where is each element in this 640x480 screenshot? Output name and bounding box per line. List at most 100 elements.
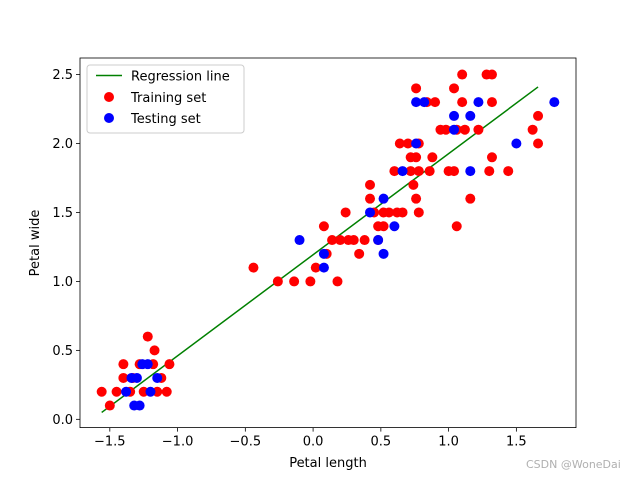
training-point — [118, 372, 129, 383]
legend-training-swatch — [104, 92, 114, 102]
training-point — [486, 69, 497, 80]
training-point — [305, 276, 316, 287]
training-point — [248, 262, 259, 273]
y-tick-label: 2.5 — [52, 68, 73, 83]
training-point — [394, 138, 405, 149]
training-point — [465, 193, 476, 204]
testing-point — [397, 166, 408, 177]
testing-point — [365, 207, 376, 218]
ticks-layer: −1.5 −1.0 −0.5 0.0 0.5 1.0 1.5 0.0 0.5 1.0 1.5 2.0 2… — [52, 68, 526, 450]
training-point — [440, 124, 451, 135]
marks-layer — [96, 69, 560, 414]
testing-point — [142, 359, 153, 370]
y-tick-label: 1.0 — [52, 275, 73, 290]
training-point — [318, 221, 329, 232]
testing-point — [152, 372, 163, 383]
testing-point — [549, 97, 560, 108]
training-point — [473, 124, 484, 135]
legend-frame — [86, 64, 245, 134]
training-point — [449, 166, 460, 177]
legend-label-testing: Testing set — [130, 112, 201, 127]
x-tick-label: 0.5 — [371, 435, 392, 450]
training-point — [411, 193, 422, 204]
testing-point — [419, 97, 430, 108]
x-tick-label: −1.5 — [94, 435, 126, 450]
y-tick-label: 0.5 — [52, 344, 73, 359]
testing-point — [449, 110, 460, 121]
testing-point — [465, 166, 476, 177]
training-point — [486, 97, 497, 108]
testing-point — [411, 138, 422, 149]
y-axis-label: Petal wide — [28, 210, 43, 277]
y-tick-label: 0.0 — [52, 413, 73, 428]
testing-point — [473, 97, 484, 108]
training-point — [389, 166, 400, 177]
training-point — [411, 152, 422, 163]
regression-line — [101, 86, 539, 414]
testing-point — [378, 248, 389, 259]
testing-point — [134, 400, 145, 411]
training-point — [457, 97, 468, 108]
training-point — [392, 207, 403, 218]
training-point — [411, 83, 422, 94]
training-point — [503, 166, 514, 177]
training-point — [365, 193, 376, 204]
x-axis-label: Petal length — [289, 456, 367, 471]
training-point — [359, 235, 370, 246]
training-point — [427, 152, 438, 163]
training-point — [149, 345, 160, 356]
training-point — [533, 110, 544, 121]
testing-point — [511, 138, 522, 149]
testing-point — [389, 221, 400, 232]
training-point — [484, 166, 495, 177]
training-point — [402, 138, 413, 149]
legend-label-regression: Regression line — [131, 70, 230, 85]
testing-point — [131, 372, 142, 383]
training-point — [327, 235, 338, 246]
training-point — [405, 166, 416, 177]
testing-point — [373, 235, 384, 246]
training-point — [413, 166, 424, 177]
training-point — [310, 262, 321, 273]
training-point — [378, 221, 389, 232]
testing-point — [449, 124, 460, 135]
testing-point — [318, 262, 329, 273]
training-point — [451, 221, 462, 232]
training-point — [430, 97, 441, 108]
training-point — [527, 124, 538, 135]
training-point — [289, 276, 300, 287]
y-tick-label: 2.0 — [52, 137, 73, 152]
training-point — [340, 207, 351, 218]
training-point — [272, 276, 283, 287]
training-point — [104, 400, 115, 411]
training-point — [118, 359, 129, 370]
testing-point — [121, 386, 132, 397]
testing-point — [294, 235, 305, 246]
x-tick-label: 1.5 — [506, 435, 527, 450]
training-point — [457, 69, 468, 80]
legend: Regression line Training set Testing set — [86, 64, 245, 134]
training-point — [486, 152, 497, 163]
training-point — [348, 235, 359, 246]
training-point — [332, 276, 343, 287]
training-point — [413, 207, 424, 218]
testing-point — [378, 193, 389, 204]
training-point — [335, 235, 346, 246]
plot-frame — [79, 57, 577, 429]
testing-point — [411, 97, 422, 108]
training-point — [533, 138, 544, 149]
training-point — [383, 207, 394, 218]
testing-point — [318, 248, 329, 259]
x-tick-label: −1.0 — [162, 435, 194, 450]
legend-label-training: Training set — [130, 91, 206, 106]
legend-testing-swatch — [104, 113, 114, 123]
training-point — [408, 179, 419, 190]
x-tick-label: −0.5 — [230, 435, 262, 450]
testing-point — [465, 110, 476, 121]
x-tick-label: 1.0 — [438, 435, 459, 450]
y-tick-label: 1.5 — [52, 206, 73, 221]
watermark: CSDN @WoneDai — [526, 458, 621, 471]
training-point — [449, 83, 460, 94]
testing-point — [145, 386, 156, 397]
training-point — [365, 179, 376, 190]
